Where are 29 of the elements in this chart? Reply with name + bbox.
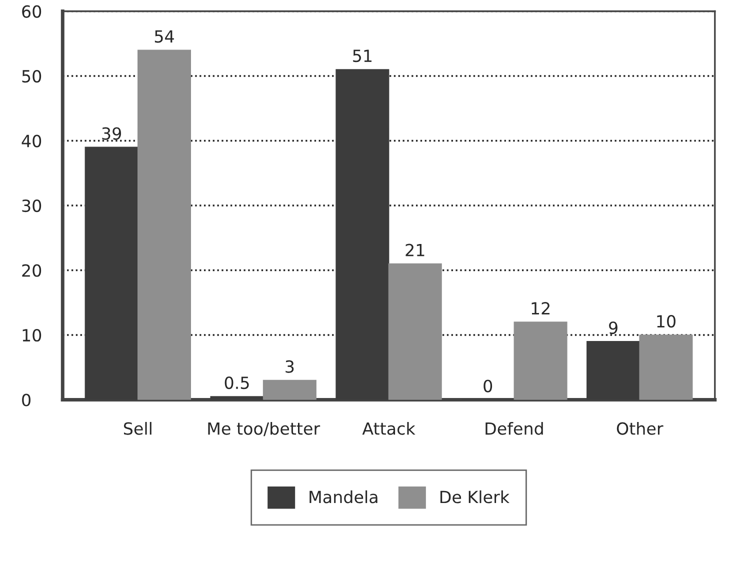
y-tick-label: 30 (22, 199, 42, 212)
data-label: 54 (154, 30, 174, 43)
y-tick-label: 10 (22, 328, 42, 342)
legend-label: Mandela (310, 490, 378, 504)
x-tick-label: Defend (486, 422, 543, 435)
x-tick-label: Sell (124, 422, 152, 435)
legend-label: De Klerk (440, 490, 510, 504)
bar (639, 334, 693, 400)
x-tick-label: Attack (362, 422, 416, 435)
y-tick-label: 0 (22, 394, 30, 406)
data-label: 9 (609, 321, 618, 334)
bar (137, 50, 192, 400)
y-tick-label: 60 (22, 5, 42, 18)
bar (388, 263, 442, 400)
y-tick-label: 50 (22, 70, 42, 83)
x-tick-label: Other (616, 422, 664, 435)
data-label: 39 (102, 127, 121, 140)
data-label: 10 (657, 314, 676, 328)
data-label: 12 (532, 302, 550, 314)
y-tick-label: 40 (22, 134, 42, 148)
data-label: 3 (286, 360, 294, 373)
bar (514, 322, 568, 400)
data-label: 51 (353, 50, 372, 62)
data-label: 0.5 (224, 376, 249, 390)
data-label: 0 (484, 380, 492, 392)
x-tick-label: Me too/better (208, 422, 320, 436)
bar (262, 380, 316, 400)
y-tick-label: 20 (22, 264, 42, 277)
data-label: 21 (406, 244, 424, 256)
